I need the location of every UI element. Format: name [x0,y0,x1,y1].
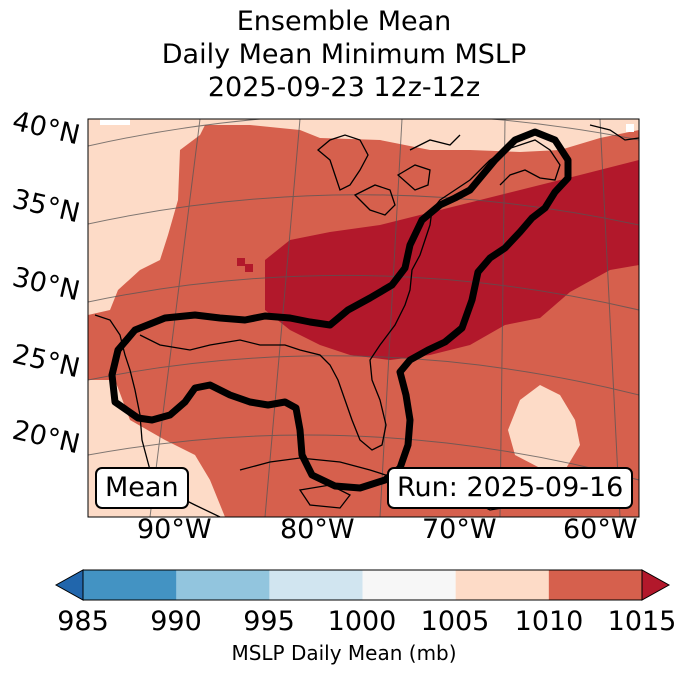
title-line-2: Daily Mean Minimum MSLP [161,39,527,70]
colorbar-block [83,570,177,600]
mean-label: Mean [95,467,189,509]
colorbar-label: MSLP Daily Mean (mb) [231,641,457,665]
colorbar [54,569,671,601]
colorbar-tick: 1015 [607,606,677,637]
pressure-field-1010-southeast [508,385,580,470]
colorbar-block [269,570,363,600]
map-area [88,119,639,517]
lon-label-70w: 70°W [422,514,497,545]
colorbar-block [455,570,550,600]
pressure-pixel-white [100,119,130,125]
colorbar-block [362,570,457,600]
pressure-pixel-white [626,124,634,132]
ensemble-contour-outline [108,128,572,492]
lon-label-60w: 60°W [563,514,638,545]
pressure-pixel [245,264,253,272]
map-border [87,118,640,518]
colorbar-block [176,570,270,600]
title-line-3: 2025-09-23 12z-12z [207,72,481,103]
colorbar-blocks [83,570,643,600]
colorbar-tick: 995 [243,606,295,637]
lon-label-80w: 80°W [280,514,355,545]
run-date-label: Run: 2025-09-16 [387,467,634,509]
pressure-field-1010-north [88,119,639,315]
colorbar-extend-high [641,569,671,601]
colorbar-block [548,570,643,600]
colorbar-tick: 1005 [420,606,490,637]
colorbar-tick: 1000 [327,606,397,637]
colorbar-frame [82,569,643,601]
colorbar-tick: 990 [150,606,202,637]
pressure-pixel [237,258,245,266]
colorbar-extend-low [54,569,84,601]
colorbar-tick: 1010 [514,606,584,637]
title-line-1: Ensemble Mean [236,6,452,37]
lon-label-90w: 90°W [137,514,212,545]
colorbar-tick: 985 [57,606,109,637]
